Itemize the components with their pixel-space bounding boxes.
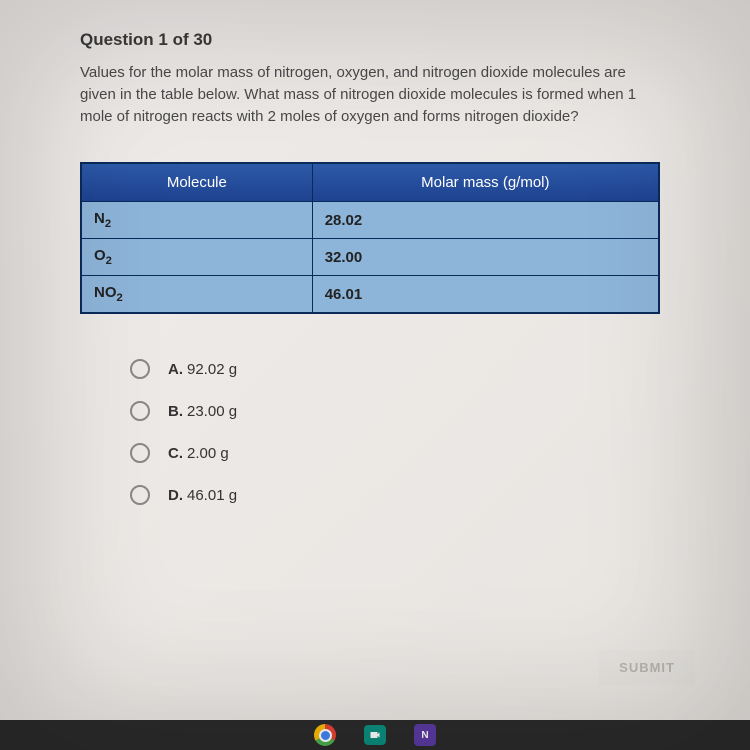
option-d[interactable]: D.46.01 g [130, 485, 670, 505]
radio-icon[interactable] [130, 443, 150, 463]
table-row: NO2 46.01 [81, 276, 659, 314]
cell-molecule: NO2 [81, 276, 312, 314]
cell-molecule: O2 [81, 239, 312, 276]
question-text: Values for the molar mass of nitrogen, o… [80, 62, 640, 127]
notes-icon[interactable]: N [414, 724, 436, 746]
taskbar: N [0, 720, 750, 750]
answer-options: A.92.02 g B.23.00 g C.2.00 g D.46.01 g [80, 359, 670, 505]
meet-icon[interactable] [364, 725, 386, 745]
cell-molecule: N2 [81, 202, 312, 239]
cell-mass: 46.01 [312, 276, 659, 314]
cell-mass: 28.02 [312, 202, 659, 239]
col-molecule: Molecule [81, 163, 312, 202]
table-row: N2 28.02 [81, 202, 659, 239]
cell-mass: 32.00 [312, 239, 659, 276]
option-c[interactable]: C.2.00 g [130, 443, 670, 463]
table-row: O2 32.00 [81, 239, 659, 276]
quiz-content: Question 1 of 30 Values for the molar ma… [0, 0, 750, 505]
option-a[interactable]: A.92.02 g [130, 359, 670, 379]
radio-icon[interactable] [130, 359, 150, 379]
question-number: Question 1 of 30 [80, 30, 670, 50]
molar-mass-table: Molecule Molar mass (g/mol) N2 28.02 O2 … [80, 162, 660, 314]
col-molar-mass: Molar mass (g/mol) [312, 163, 659, 202]
chrome-icon[interactable] [314, 724, 336, 746]
option-b[interactable]: B.23.00 g [130, 401, 670, 421]
radio-icon[interactable] [130, 485, 150, 505]
radio-icon[interactable] [130, 401, 150, 421]
submit-button[interactable]: SUBMIT [599, 650, 695, 685]
